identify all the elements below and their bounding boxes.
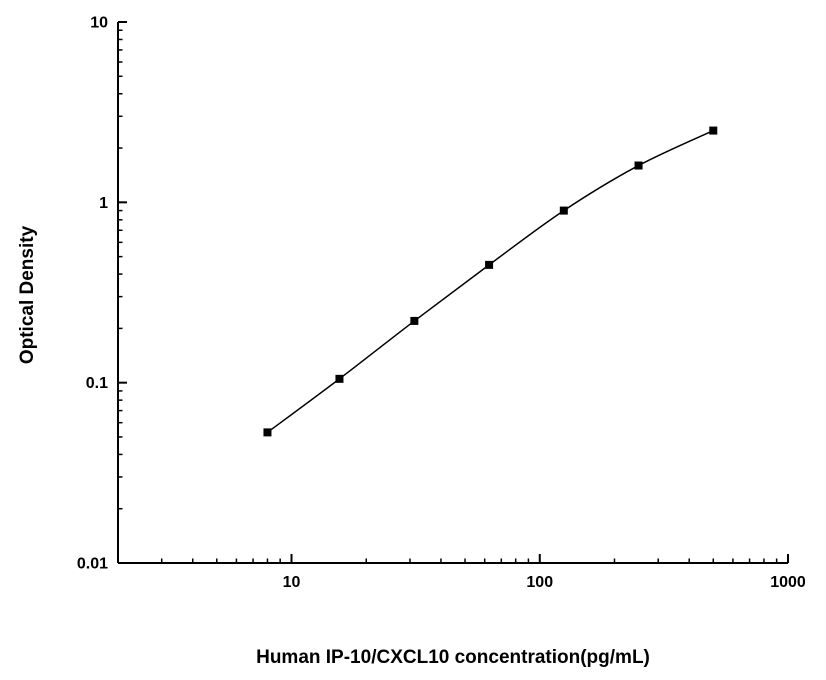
- x-axis-title: Human IP-10/CXCL10 concentration(pg/mL): [256, 647, 650, 668]
- data-point-marker: [335, 374, 344, 383]
- data-point-marker: [263, 428, 272, 437]
- x-tick-label: 100: [526, 574, 553, 591]
- y-tick-label: 0.01: [77, 556, 108, 573]
- data-point-marker: [559, 206, 568, 215]
- y-tick-label: 1: [99, 195, 108, 212]
- data-point-marker: [709, 126, 718, 135]
- data-point-marker: [410, 316, 419, 325]
- x-tick-label: 1000: [770, 574, 806, 591]
- series-line: [267, 129, 714, 433]
- y-tick-label: 0.1: [86, 375, 108, 392]
- data-point-marker: [634, 161, 643, 170]
- y-tick-label: 10: [90, 15, 108, 32]
- data-point-marker: [485, 260, 494, 269]
- x-tick-label: 10: [283, 574, 301, 591]
- y-axis-title: Optical Density: [17, 225, 38, 365]
